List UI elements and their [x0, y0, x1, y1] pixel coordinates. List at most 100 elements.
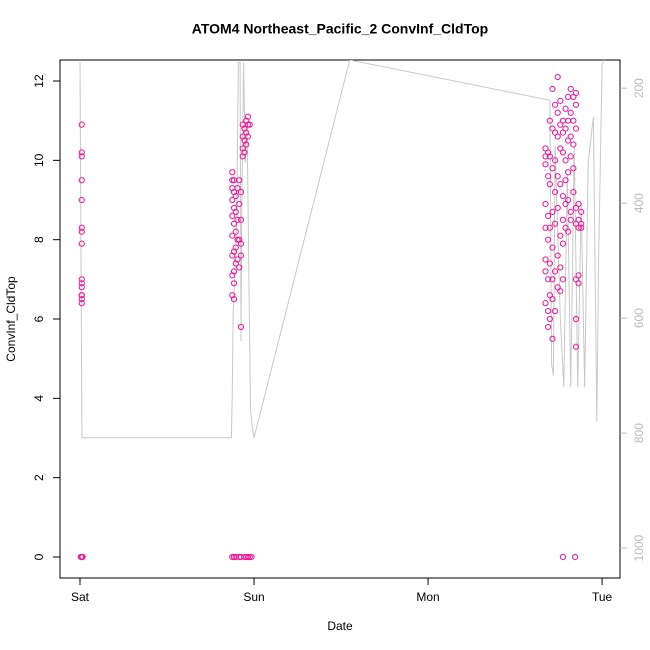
point — [554, 109, 561, 116]
point — [542, 268, 549, 275]
point — [230, 188, 238, 196]
point — [79, 553, 86, 561]
point — [236, 236, 243, 243]
point — [542, 161, 549, 168]
point — [246, 121, 253, 128]
point — [557, 97, 564, 104]
point — [78, 153, 85, 160]
point — [542, 224, 549, 231]
point — [545, 236, 552, 243]
point — [542, 300, 549, 307]
point — [546, 181, 553, 188]
point — [551, 307, 559, 315]
y2-tick-label: 200 — [632, 78, 646, 98]
point — [546, 260, 553, 267]
point — [229, 553, 236, 561]
point — [567, 216, 574, 223]
point — [232, 260, 239, 267]
y2-tick-label: 800 — [632, 423, 646, 443]
point — [572, 343, 580, 350]
point — [545, 149, 552, 156]
y-tick-label: 8 — [32, 236, 46, 243]
x-tick-label: Tue — [592, 590, 613, 604]
x-axis-label: Date — [327, 619, 353, 633]
point — [551, 220, 559, 227]
point — [557, 288, 564, 295]
point — [557, 181, 564, 188]
point — [78, 276, 85, 283]
point — [239, 145, 246, 152]
point — [570, 165, 577, 172]
point — [546, 153, 553, 160]
y2-tick-label: 1000 — [632, 534, 646, 561]
point — [572, 101, 580, 108]
point — [243, 141, 250, 148]
y2-tick-label: 600 — [632, 308, 646, 328]
point — [554, 204, 561, 212]
point — [230, 280, 238, 287]
point — [559, 216, 567, 223]
y-tick-label: 6 — [32, 315, 46, 322]
point — [78, 284, 85, 291]
point — [567, 133, 574, 140]
y2-tick-label: 400 — [632, 193, 646, 213]
point — [551, 268, 559, 275]
point — [570, 141, 577, 148]
point — [243, 129, 250, 136]
point — [244, 113, 252, 120]
point — [545, 173, 552, 180]
y-tick-label: 4 — [32, 395, 46, 402]
point — [78, 280, 85, 287]
y-tick-label: 0 — [32, 553, 46, 560]
point — [565, 228, 572, 235]
point — [549, 276, 556, 283]
point — [545, 307, 552, 315]
point — [230, 248, 238, 255]
point — [236, 264, 243, 271]
point — [229, 272, 236, 279]
point — [545, 323, 552, 331]
point — [234, 256, 241, 263]
point — [559, 149, 567, 156]
point — [572, 89, 580, 97]
point — [572, 315, 580, 323]
point — [554, 133, 561, 140]
point — [551, 101, 559, 108]
point — [229, 292, 236, 299]
point — [237, 216, 245, 223]
point — [559, 192, 567, 200]
point — [241, 149, 248, 156]
point — [230, 220, 238, 227]
point — [570, 188, 577, 196]
point — [234, 216, 241, 223]
point — [241, 125, 248, 132]
point — [549, 244, 556, 251]
point — [239, 153, 246, 160]
point — [549, 335, 556, 342]
point — [78, 296, 85, 303]
point — [565, 169, 572, 176]
point — [78, 300, 85, 307]
point — [542, 256, 549, 263]
point — [562, 177, 569, 184]
point — [575, 280, 582, 287]
point — [78, 240, 85, 247]
point — [554, 252, 561, 259]
point — [578, 224, 585, 231]
point — [554, 173, 561, 180]
point — [549, 208, 556, 216]
point — [557, 264, 564, 271]
point — [557, 232, 564, 239]
point — [232, 192, 239, 200]
point — [229, 177, 236, 184]
point — [546, 224, 553, 231]
point — [549, 296, 556, 303]
point — [230, 296, 238, 303]
point — [232, 208, 239, 216]
point — [559, 240, 567, 247]
point — [567, 153, 574, 160]
point — [78, 177, 85, 184]
point — [559, 553, 567, 561]
point — [230, 204, 238, 212]
